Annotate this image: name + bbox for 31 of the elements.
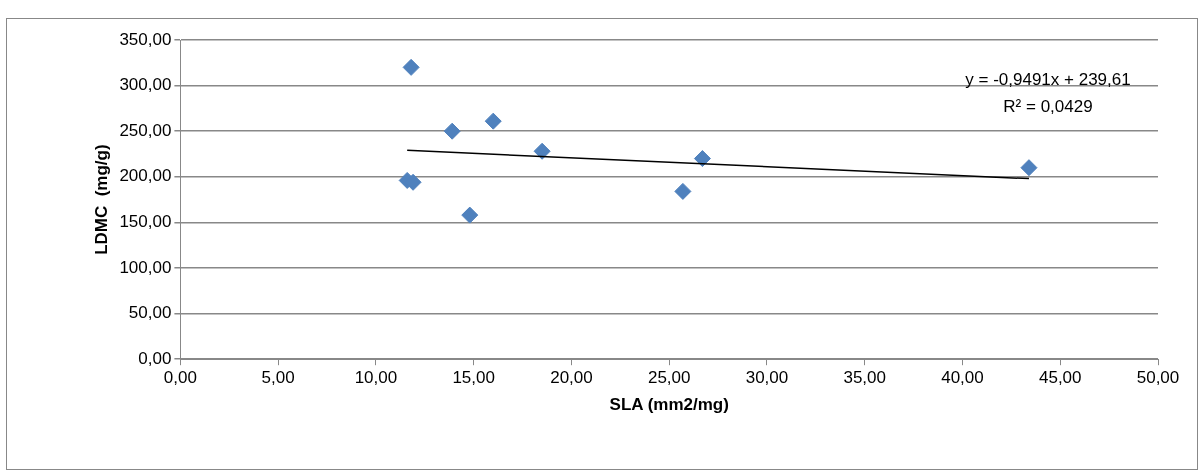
y-tick-label: 50,00 (128, 303, 172, 323)
y-tick-label: 150,00 (119, 212, 172, 232)
x-tick-label: 30,00 (745, 368, 789, 388)
point (402, 58, 420, 76)
x-tick-label: 40,00 (941, 368, 984, 388)
x-tick-label: 0,00 (163, 368, 197, 388)
point (484, 112, 502, 130)
x-tick-label: 5,00 (261, 368, 295, 388)
point (693, 150, 711, 168)
x-tick-label: 35,00 (843, 368, 886, 388)
point (461, 206, 479, 224)
annotation: R² = 0,0429 (1003, 96, 1093, 116)
y-tick-label: 300,00 (119, 75, 172, 95)
point (443, 122, 461, 140)
y-tick-label: 250,00 (119, 120, 172, 140)
x-tick-label: 50,00 (1136, 368, 1180, 388)
point (1020, 159, 1038, 177)
point (674, 182, 692, 200)
x-tick-label: 20,00 (550, 368, 593, 388)
x-tick-label: 10,00 (354, 368, 398, 388)
point (533, 142, 551, 160)
x-tick-label: 25,00 (647, 368, 691, 388)
x-tick-label: 45,00 (1038, 368, 1082, 388)
annotation: y = -0,9491x + 239,61 (965, 69, 1131, 89)
x-axis-title: SLA (mm2/mg) (609, 395, 729, 415)
y-tick-label: 200,00 (119, 166, 172, 186)
x-tick-label: 15,00 (452, 368, 495, 388)
y-tick-label: 350,00 (119, 29, 172, 49)
y-axis-title: LDMC (mg/g) (91, 144, 111, 255)
y-tick-label: 100,00 (119, 257, 172, 277)
y-tick-label: 0,00 (138, 348, 172, 368)
